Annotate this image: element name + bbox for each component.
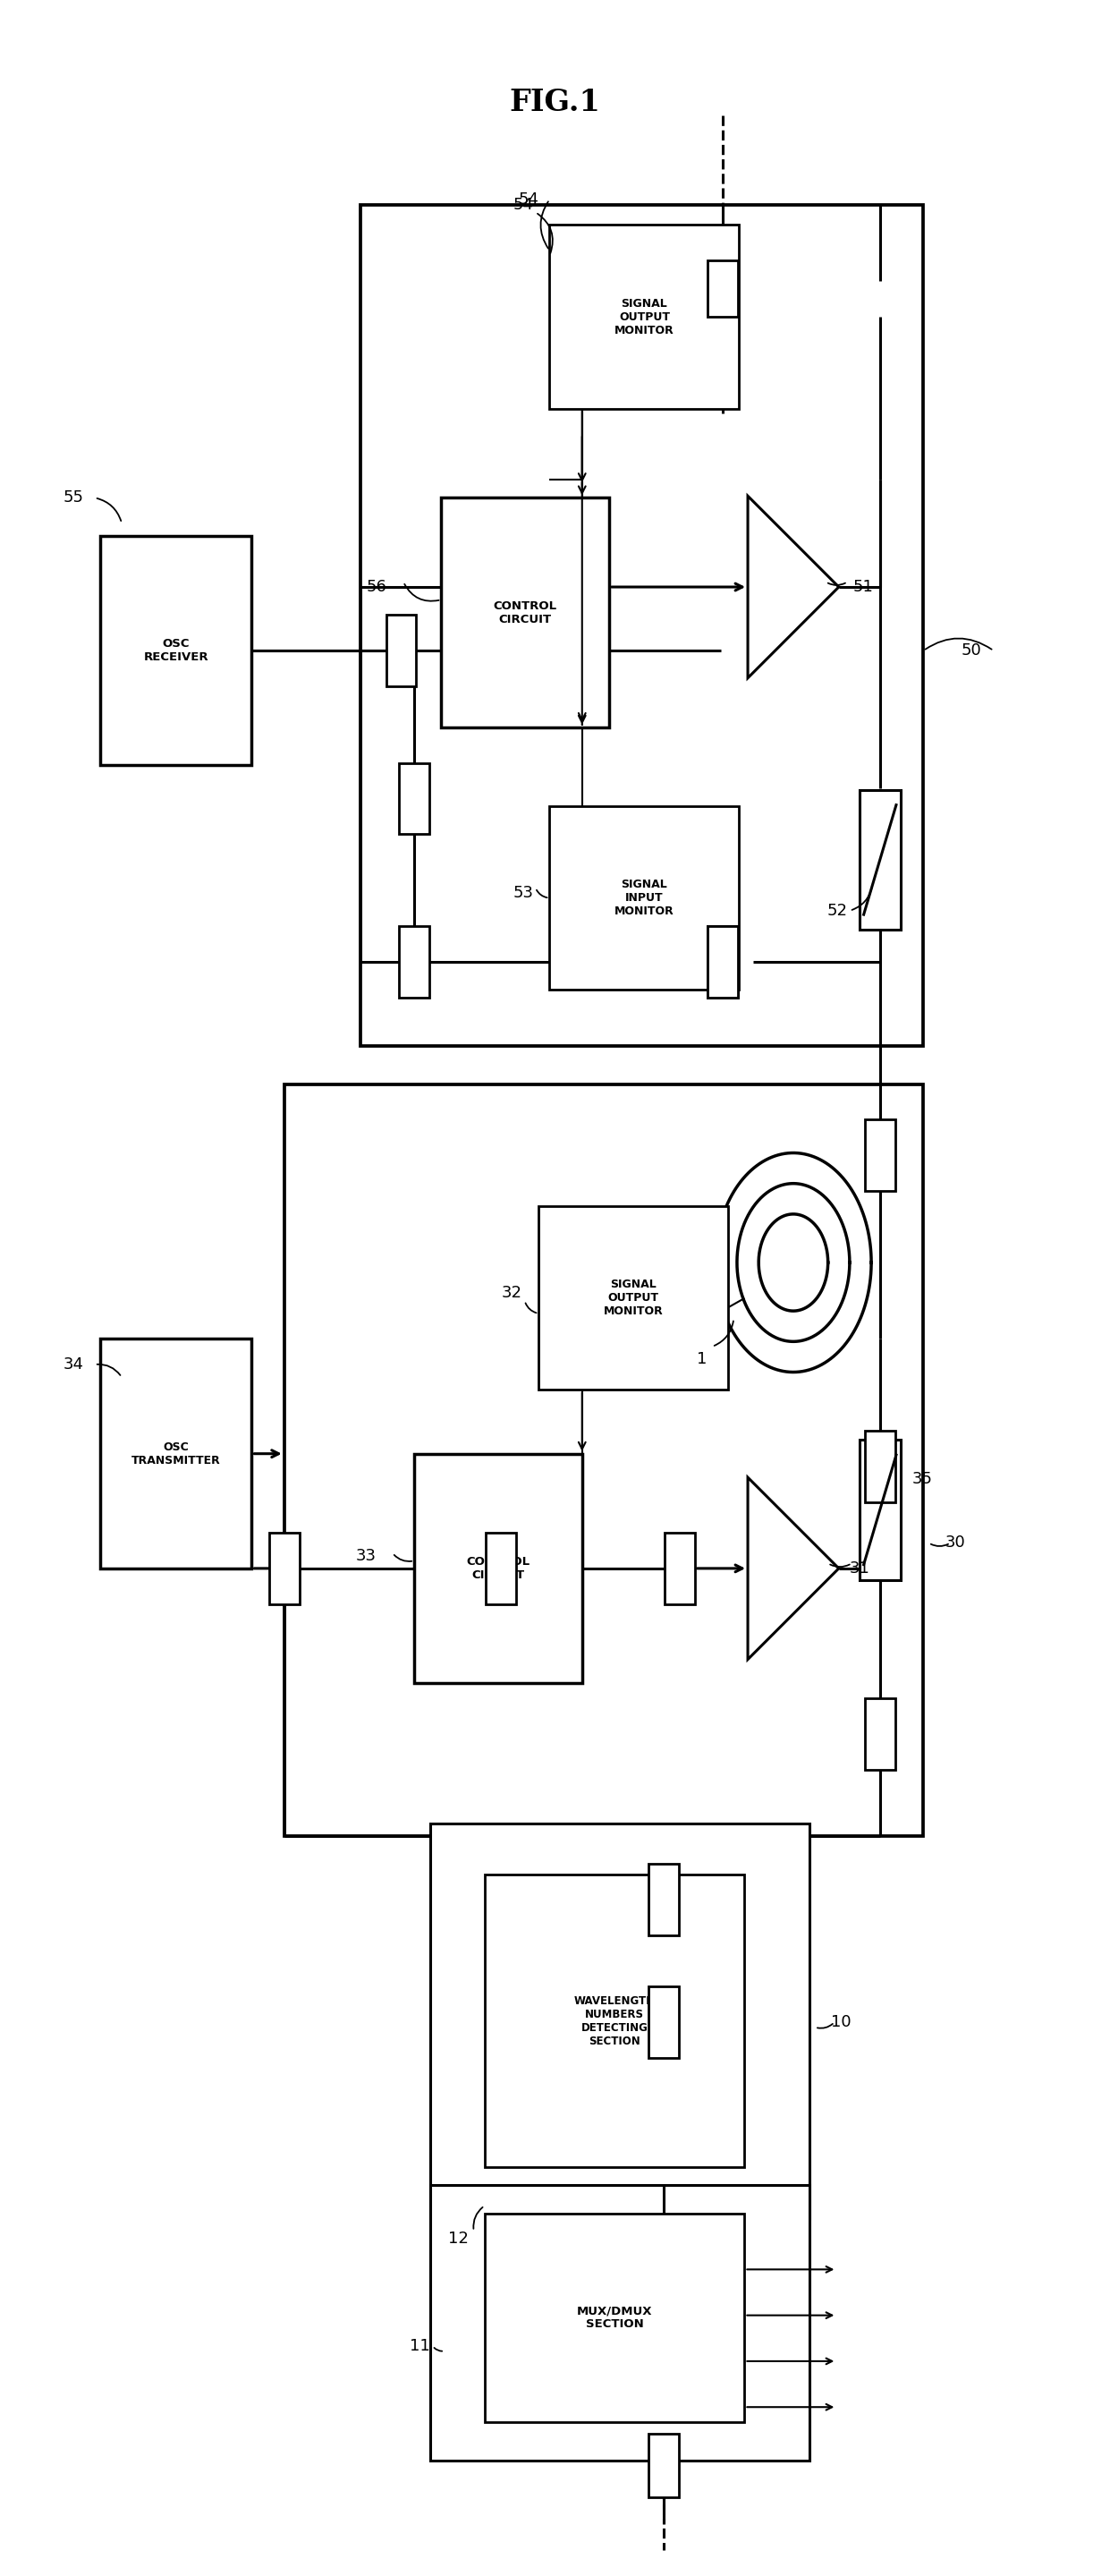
Text: 54: 54 — [518, 191, 538, 209]
Bar — [284, 1084, 924, 1837]
Bar — [648, 2434, 678, 2499]
Bar — [100, 1340, 252, 1569]
Text: MUX/DMUX
SECTION: MUX/DMUX SECTION — [577, 2306, 653, 2331]
Bar — [398, 762, 430, 835]
Bar — [708, 260, 738, 317]
Text: 50: 50 — [961, 641, 981, 659]
Bar — [485, 2213, 745, 2421]
Text: SIGNAL
OUTPUT
MONITOR: SIGNAL OUTPUT MONITOR — [604, 1278, 664, 1316]
Bar — [865, 1430, 895, 1502]
Bar — [485, 1875, 745, 2166]
Bar — [538, 1206, 728, 1391]
Bar — [865, 1698, 895, 1770]
Text: CONTROL
CIRCUIT: CONTROL CIRCUIT — [466, 1556, 529, 1582]
Text: OSC
TRANSMITTER: OSC TRANSMITTER — [131, 1440, 221, 1466]
Bar — [442, 497, 609, 726]
Bar — [360, 204, 924, 1046]
Bar — [648, 1865, 678, 1935]
Text: 1: 1 — [696, 1352, 707, 1368]
Bar — [665, 1533, 695, 1605]
Text: FIG.1: FIG.1 — [509, 88, 601, 118]
Bar — [549, 224, 739, 410]
Text: 51: 51 — [852, 580, 874, 595]
Text: 30: 30 — [945, 1535, 966, 1551]
Bar — [100, 536, 252, 765]
Text: 31: 31 — [849, 1561, 870, 1577]
Text: 12: 12 — [448, 2231, 468, 2246]
Text: 33: 33 — [355, 1548, 376, 1564]
Polygon shape — [748, 497, 839, 677]
Text: 11: 11 — [410, 2339, 431, 2354]
Text: 53: 53 — [513, 884, 533, 902]
Text: SIGNAL
INPUT
MONITOR: SIGNAL INPUT MONITOR — [615, 878, 674, 917]
Bar — [431, 1824, 809, 2218]
Bar — [398, 925, 430, 997]
Bar — [865, 1121, 895, 1190]
Polygon shape — [748, 1479, 839, 1659]
Text: OSC
RECEIVER: OSC RECEIVER — [143, 639, 209, 662]
Bar — [414, 1453, 582, 1682]
Text: 10: 10 — [831, 2014, 851, 2030]
Text: WAVELENGTH
NUMBERS
DETECTING
SECTION: WAVELENGTH NUMBERS DETECTING SECTION — [574, 1994, 655, 2048]
Bar — [859, 1440, 900, 1579]
Text: 32: 32 — [502, 1285, 523, 1301]
Bar — [708, 925, 738, 997]
Bar — [269, 1533, 300, 1605]
Bar — [486, 1533, 516, 1605]
Bar — [708, 925, 738, 997]
Text: 55: 55 — [63, 489, 84, 505]
Bar — [431, 2184, 809, 2460]
Bar — [859, 791, 900, 930]
Bar — [648, 1986, 678, 2058]
Text: 56: 56 — [366, 580, 387, 595]
Text: 35: 35 — [912, 1471, 934, 1486]
Text: 52: 52 — [827, 902, 847, 920]
Bar — [386, 616, 416, 685]
Text: 34: 34 — [63, 1358, 84, 1373]
Text: 54: 54 — [513, 196, 533, 214]
Text: CONTROL
CIRCUIT: CONTROL CIRCUIT — [494, 600, 557, 626]
Text: SIGNAL
OUTPUT
MONITOR: SIGNAL OUTPUT MONITOR — [615, 299, 674, 335]
Bar — [549, 806, 739, 989]
